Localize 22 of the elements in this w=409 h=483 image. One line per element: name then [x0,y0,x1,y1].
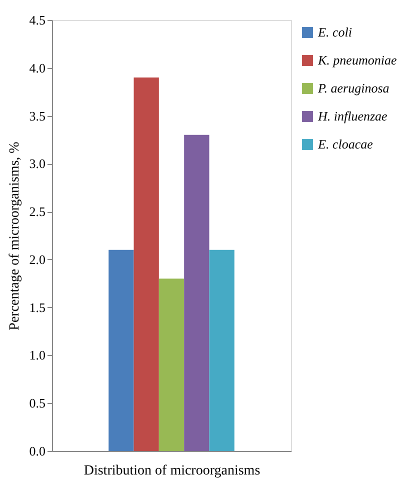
legend-label: K. pneumoniae [317,52,397,68]
bar [184,134,210,451]
y-tick-label: 2.5 [29,204,46,220]
y-tick-label: 1.0 [29,348,46,363]
bar [134,77,159,451]
y-tick-label: 4.0 [29,60,46,76]
legend-label: E. coli [317,24,352,40]
y-tick-label: 0.0 [29,444,46,458]
y-tick-label: 3.0 [29,156,46,172]
legend-label: E. cloacae [317,136,374,152]
y-tick-label: 2.0 [29,252,46,267]
y-axis-title: Percentage of microorganisms, % [7,141,22,330]
y-tick-label: 4.5 [29,12,46,28]
legend-label: H. influenzae [317,108,388,124]
y-tick-label: 3.5 [29,108,46,124]
bar [158,278,184,451]
bar [209,250,234,451]
bar [108,250,134,451]
x-axis-title: Distribution of microorganisms [84,464,260,478]
legend-label: P. aeruginosa [317,80,390,96]
y-tick-label: 1.5 [29,300,46,315]
y-tick-label: 0.5 [29,396,46,411]
